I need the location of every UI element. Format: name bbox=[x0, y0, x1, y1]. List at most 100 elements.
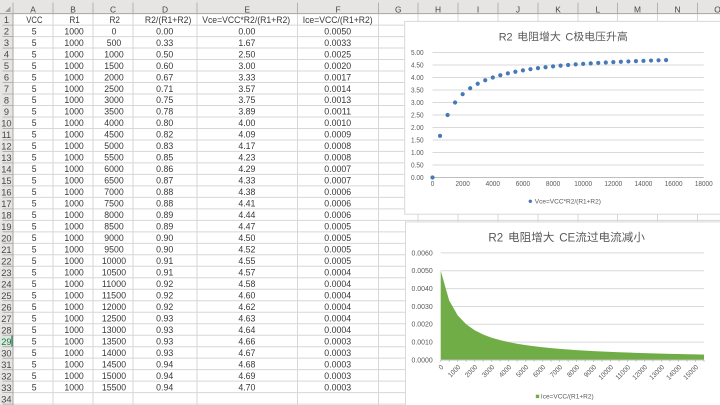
svg-text:0.88: 0.88 bbox=[156, 187, 173, 198]
svg-text:5.00: 5.00 bbox=[411, 50, 424, 57]
svg-text:4.50: 4.50 bbox=[411, 62, 424, 69]
svg-text:0.0025: 0.0025 bbox=[324, 49, 351, 60]
svg-text:4.00: 4.00 bbox=[411, 75, 424, 82]
svg-text:0.67: 0.67 bbox=[156, 72, 173, 83]
svg-text:0.86: 0.86 bbox=[156, 164, 173, 175]
svg-text:9: 9 bbox=[4, 107, 9, 117]
svg-text:25: 25 bbox=[1, 291, 11, 301]
svg-text:30: 30 bbox=[1, 348, 11, 358]
svg-text:15500: 15500 bbox=[102, 382, 126, 393]
svg-text:0: 0 bbox=[431, 181, 435, 188]
svg-text:14000: 14000 bbox=[102, 348, 126, 359]
svg-text:3000: 3000 bbox=[104, 95, 123, 106]
svg-text:1000: 1000 bbox=[64, 233, 83, 244]
svg-text:4.68: 4.68 bbox=[238, 359, 255, 370]
svg-text:Ice=VCC/(R1+R2): Ice=VCC/(R1+R2) bbox=[303, 15, 373, 26]
svg-text:0.0004: 0.0004 bbox=[324, 313, 351, 324]
svg-text:8: 8 bbox=[4, 96, 9, 106]
svg-text:18: 18 bbox=[1, 211, 11, 221]
svg-text:5: 5 bbox=[32, 382, 37, 393]
svg-text:9000: 9000 bbox=[104, 233, 123, 244]
svg-text:1000: 1000 bbox=[64, 141, 83, 152]
svg-text:5: 5 bbox=[32, 268, 37, 279]
svg-text:Vce=VCC*R2/(R1+R2): Vce=VCC*R2/(R1+R2) bbox=[202, 15, 290, 26]
svg-text:0: 0 bbox=[438, 364, 446, 372]
svg-text:0.0008: 0.0008 bbox=[324, 141, 351, 152]
svg-text:3.33: 3.33 bbox=[238, 72, 255, 83]
svg-text:1000: 1000 bbox=[64, 382, 83, 393]
svg-text:0.0005: 0.0005 bbox=[324, 256, 351, 267]
svg-text:4.38: 4.38 bbox=[238, 187, 255, 198]
svg-text:0.92: 0.92 bbox=[156, 302, 173, 313]
svg-text:R2: R2 bbox=[488, 231, 503, 244]
svg-text:0.0003: 0.0003 bbox=[324, 382, 351, 393]
svg-text:22: 22 bbox=[1, 256, 11, 266]
svg-text:500: 500 bbox=[107, 38, 122, 49]
svg-text:11500: 11500 bbox=[102, 291, 126, 302]
svg-text:Ice=VCC/(R1+R2): Ice=VCC/(R1+R2) bbox=[541, 394, 594, 401]
svg-text:3.89: 3.89 bbox=[238, 107, 255, 118]
svg-text:4.44: 4.44 bbox=[238, 210, 255, 221]
svg-text:0.0004: 0.0004 bbox=[324, 302, 351, 313]
svg-text:0.0003: 0.0003 bbox=[324, 359, 351, 370]
svg-text:4: 4 bbox=[4, 50, 9, 60]
svg-text:5: 5 bbox=[32, 84, 37, 95]
svg-text:21: 21 bbox=[1, 245, 11, 255]
svg-text:1000: 1000 bbox=[64, 118, 83, 129]
svg-text:5: 5 bbox=[32, 279, 37, 290]
svg-text:0.93: 0.93 bbox=[156, 325, 173, 336]
svg-text:0.93: 0.93 bbox=[156, 336, 173, 347]
svg-text:9500: 9500 bbox=[104, 245, 123, 256]
svg-text:4.66: 4.66 bbox=[238, 336, 255, 347]
svg-text:1000: 1000 bbox=[64, 199, 83, 210]
svg-text:R2/(R1+R2): R2/(R1+R2) bbox=[145, 15, 192, 26]
svg-text:R1: R1 bbox=[69, 15, 80, 26]
svg-text:0.85: 0.85 bbox=[156, 153, 173, 164]
svg-text:0.0010: 0.0010 bbox=[412, 340, 433, 347]
svg-text:C: C bbox=[110, 5, 116, 15]
svg-text:4.47: 4.47 bbox=[238, 222, 255, 233]
svg-text:0.0050: 0.0050 bbox=[412, 268, 433, 275]
svg-text:0.0030: 0.0030 bbox=[412, 304, 433, 311]
svg-text:20: 20 bbox=[1, 233, 11, 243]
svg-text:1000: 1000 bbox=[64, 348, 83, 359]
svg-text:4.67: 4.67 bbox=[238, 348, 255, 359]
svg-text:4.09: 4.09 bbox=[238, 130, 255, 141]
svg-text:4000: 4000 bbox=[486, 181, 500, 188]
svg-text:0.71: 0.71 bbox=[156, 84, 173, 95]
svg-text:16: 16 bbox=[1, 188, 11, 198]
svg-text:5: 5 bbox=[32, 95, 37, 106]
svg-text:0.60: 0.60 bbox=[156, 61, 173, 72]
svg-text:5: 5 bbox=[32, 49, 37, 60]
svg-text:5: 5 bbox=[4, 61, 9, 71]
svg-text:5: 5 bbox=[32, 302, 37, 313]
svg-text:0.82: 0.82 bbox=[156, 130, 173, 141]
svg-text:4.50: 4.50 bbox=[238, 233, 255, 244]
svg-text:0.0020: 0.0020 bbox=[324, 61, 351, 72]
svg-text:F: F bbox=[335, 5, 340, 15]
svg-text:13: 13 bbox=[1, 153, 11, 163]
svg-text:6000: 6000 bbox=[516, 181, 530, 188]
svg-text:2.50: 2.50 bbox=[238, 49, 255, 60]
svg-text:1000: 1000 bbox=[64, 49, 83, 60]
svg-text:6: 6 bbox=[4, 73, 9, 83]
svg-text:17: 17 bbox=[1, 199, 11, 209]
svg-text:0.83: 0.83 bbox=[156, 141, 173, 152]
svg-text:0.0003: 0.0003 bbox=[324, 348, 351, 359]
svg-text:4.69: 4.69 bbox=[238, 371, 255, 382]
svg-text:4.23: 4.23 bbox=[238, 153, 255, 164]
svg-text:4.52: 4.52 bbox=[238, 245, 255, 256]
svg-text:4.62: 4.62 bbox=[238, 302, 255, 313]
svg-text:3.50: 3.50 bbox=[411, 87, 424, 94]
svg-text:5: 5 bbox=[32, 72, 37, 83]
svg-text:4000: 4000 bbox=[104, 118, 123, 129]
svg-text:4.55: 4.55 bbox=[238, 256, 255, 267]
svg-text:1000: 1000 bbox=[64, 245, 83, 256]
svg-text:3: 3 bbox=[4, 38, 9, 48]
svg-text:3.75: 3.75 bbox=[238, 95, 255, 106]
svg-text:1000: 1000 bbox=[64, 61, 83, 72]
svg-text:1000: 1000 bbox=[64, 26, 83, 37]
svg-text:1000: 1000 bbox=[64, 325, 83, 336]
svg-text:24: 24 bbox=[1, 279, 11, 289]
svg-text:3.00: 3.00 bbox=[238, 61, 255, 72]
